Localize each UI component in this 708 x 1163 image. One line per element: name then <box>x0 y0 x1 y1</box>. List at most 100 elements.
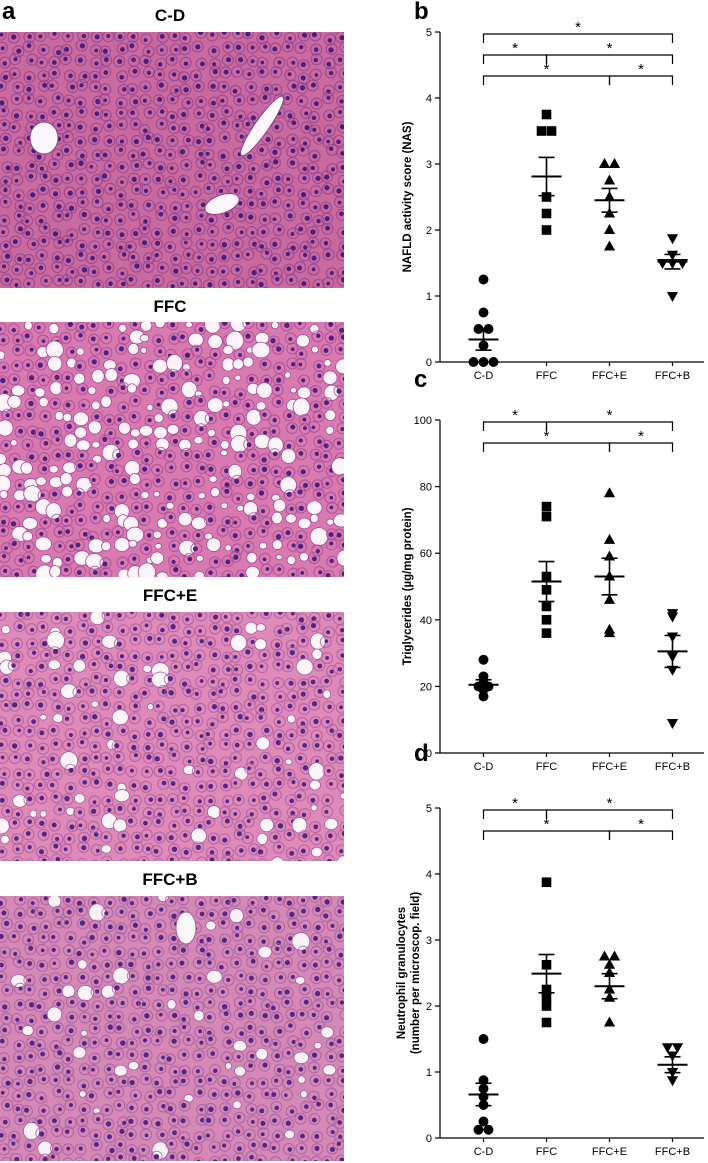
nucleus <box>223 614 228 619</box>
hepatocyte-outline <box>0 225 10 238</box>
hepatocyte-outline <box>142 131 155 144</box>
nucleus <box>299 351 304 356</box>
nucleus <box>275 740 281 746</box>
nucleus <box>342 824 344 829</box>
nucleus <box>312 153 318 159</box>
nucleus <box>131 806 136 811</box>
nucleus <box>147 161 152 166</box>
nucleus <box>313 205 318 210</box>
hepatocyte-outline <box>339 676 344 689</box>
hepatocyte-outline <box>1 983 14 996</box>
hepatocyte-outline <box>307 236 320 249</box>
nucleus <box>315 924 321 931</box>
nucleus <box>114 743 120 749</box>
hepatocyte-outline <box>89 70 102 83</box>
fat-vacuole <box>48 322 60 335</box>
hepatocyte-outline <box>75 39 88 52</box>
nucleus <box>194 661 199 667</box>
nucleus <box>207 504 213 510</box>
hepatocyte-outline <box>221 846 235 859</box>
nucleus <box>183 833 188 838</box>
hepatocyte-outline <box>63 119 76 132</box>
fat-vacuole <box>139 424 154 437</box>
hepatocyte-outline <box>137 855 150 861</box>
nucleus <box>208 162 212 167</box>
hepatocyte-outline <box>242 322 255 330</box>
nucleus <box>250 97 255 102</box>
nucleus <box>289 506 294 511</box>
nucleus <box>0 974 4 979</box>
nucleus <box>212 614 219 620</box>
hepatocyte-outline <box>324 322 337 332</box>
nucleus <box>211 439 217 445</box>
x-tick-label: FFC+B <box>655 1146 690 1158</box>
nucleus <box>247 702 252 707</box>
significance-star: * <box>512 795 518 812</box>
nucleus <box>199 426 204 432</box>
nucleus <box>275 766 281 772</box>
nucleus <box>14 96 19 101</box>
nucleus <box>276 780 282 786</box>
nucleus <box>304 215 310 221</box>
hepatocyte-outline <box>273 625 286 638</box>
hepatocyte-outline <box>142 960 155 973</box>
hepatocyte-outline <box>294 357 307 371</box>
fat-vacuole <box>219 576 228 577</box>
hepatocyte-outline <box>297 905 310 918</box>
hepatocyte-outline <box>34 358 48 371</box>
nucleus <box>213 389 218 395</box>
nucleus <box>55 264 59 269</box>
hepatocyte-outline <box>167 382 180 395</box>
hepatocyte-outline <box>261 724 274 737</box>
fat-vacuole <box>59 472 73 486</box>
nucleus <box>272 149 278 155</box>
nucleus <box>263 977 268 983</box>
hepatocyte-outline <box>191 765 204 778</box>
nucleus <box>248 909 253 914</box>
hepatocyte-outline <box>0 119 11 132</box>
nucleus <box>91 489 97 495</box>
hepatocyte-outline <box>100 652 113 665</box>
hepatocyte-outline <box>152 172 165 185</box>
nucleus <box>143 188 149 194</box>
nucleus <box>167 244 173 250</box>
hepatocyte-outline <box>295 567 308 577</box>
nucleus <box>285 251 290 257</box>
hepatocyte-outline <box>207 664 220 677</box>
nucleus <box>116 935 121 940</box>
nucleus <box>106 798 111 803</box>
hepatocyte-outline <box>25 169 38 182</box>
nucleus <box>234 478 240 484</box>
nucleus <box>4 988 9 993</box>
hepatocyte-outline <box>229 776 243 789</box>
nucleus <box>50 727 56 733</box>
hepatocyte-outline <box>312 920 325 934</box>
hepatocyte-outline <box>91 107 104 120</box>
hepatocyte-outline <box>142 45 155 58</box>
nucleus <box>168 153 173 157</box>
nucleus <box>145 975 151 981</box>
nucleus <box>290 232 295 236</box>
nucleus <box>247 175 253 180</box>
hepatocyte-outline <box>218 916 231 930</box>
nucleus <box>245 333 251 339</box>
hepatocyte-outline <box>232 32 245 40</box>
nucleus <box>184 232 189 236</box>
nucleus <box>301 812 307 818</box>
hepatocyte-outline <box>89 741 102 754</box>
nucleus <box>182 46 188 52</box>
hepatocyte-outline <box>320 396 333 409</box>
hepatocyte-outline <box>21 359 34 372</box>
nucleus <box>118 147 124 152</box>
hepatocyte-outline <box>193 972 206 985</box>
fat-vacuole <box>91 368 105 384</box>
nucleus <box>172 438 178 444</box>
nucleus <box>2 61 7 66</box>
hepatocyte-outline <box>61 649 75 662</box>
significance-star: * <box>544 428 550 445</box>
hepatocyte-outline <box>86 486 100 499</box>
nucleus <box>121 281 126 287</box>
hepatocyte-outline <box>270 942 284 955</box>
hepatocyte-outline <box>281 660 294 673</box>
nucleus <box>77 124 83 130</box>
